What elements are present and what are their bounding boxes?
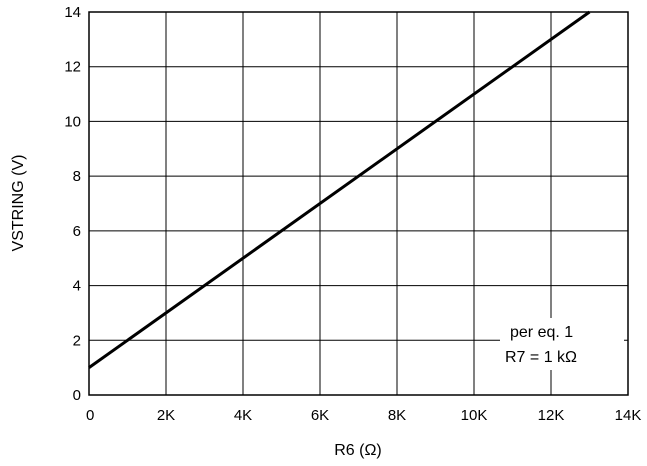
x-axis-label: R6 (Ω) [334, 442, 382, 459]
x-tick-label: 10K [461, 407, 488, 424]
y-tick-label: 10 [64, 113, 81, 130]
y-tick-label: 2 [73, 332, 81, 349]
series-layer [88, 10, 591, 369]
y-tick-label: 0 [73, 387, 81, 404]
x-tick-label: 0 [86, 407, 94, 424]
x-tick-label: 12K [538, 407, 565, 424]
annotation-line-2: R7 = 1 kΩ [505, 349, 577, 366]
y-tick-label: 8 [73, 168, 81, 185]
annotation: per eq. 1 R7 = 1 kΩ [500, 318, 624, 370]
y-tick-labels: 0 2 4 6 8 10 12 14 [64, 4, 81, 404]
annotation-box [500, 318, 624, 370]
plot-frame [88, 11, 629, 396]
y-tick-label: 14 [64, 4, 81, 21]
x-tick-labels: 0 2K 4K 6K 8K 10K 12K 14K [86, 407, 641, 424]
y-tick-label: 4 [73, 278, 81, 295]
y-axis-label: VSTRING (V) [10, 155, 27, 252]
y-tick-label: 6 [73, 223, 81, 240]
x-tick-label: 4K [234, 407, 252, 424]
x-tick-label: 8K [388, 407, 406, 424]
x-tick-label: 2K [157, 407, 175, 424]
y-tick-label: 12 [64, 59, 81, 76]
x-tick-label: 6K [311, 407, 329, 424]
x-tick-label: 14K [615, 407, 642, 424]
annotation-line-1: per eq. 1 [510, 324, 573, 341]
series-line [88, 10, 591, 369]
